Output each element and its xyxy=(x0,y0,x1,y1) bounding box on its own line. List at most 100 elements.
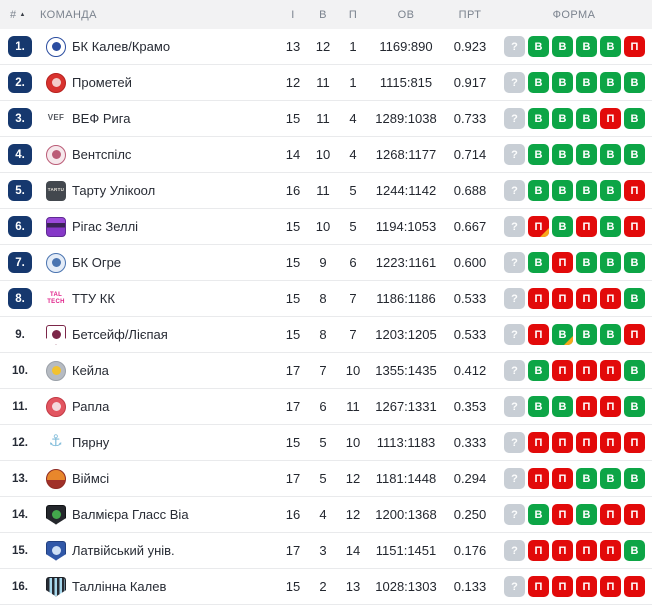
form-win-badge[interactable]: В xyxy=(624,252,645,273)
form-win-badge[interactable]: В xyxy=(576,108,597,129)
table-row[interactable]: 10. Кейла 17 7 10 1355:1435 0.412 ? В П П П В xyxy=(0,353,652,389)
form-win-badge[interactable]: В xyxy=(600,144,621,165)
form-win-badge[interactable]: В xyxy=(528,36,549,57)
team-name[interactable]: БК Калев/Крамо xyxy=(72,39,171,54)
form-upcoming-badge[interactable]: ? xyxy=(504,216,525,237)
table-row[interactable]: 2. Прометей 12 11 1 1115:815 0.917 ? В В В В… xyxy=(0,65,652,101)
form-loss-badge[interactable]: П xyxy=(576,360,597,381)
team-name[interactable]: Валмієра Гласс Віа xyxy=(72,507,189,522)
form-loss-badge[interactable]: П xyxy=(528,216,549,237)
form-win-badge[interactable]: В xyxy=(600,180,621,201)
team-name[interactable]: Пярну xyxy=(72,435,110,450)
form-win-badge[interactable]: В xyxy=(624,288,645,309)
team-name[interactable]: Тарту Улікоол xyxy=(72,183,156,198)
form-loss-badge[interactable]: П xyxy=(528,324,549,345)
table-row[interactable]: 12. ⚓ Пярну 15 5 10 1113:1183 0.333 ? П П П… xyxy=(0,425,652,461)
form-win-badge[interactable]: В xyxy=(624,360,645,381)
team-name[interactable]: Вентспілс xyxy=(72,147,132,162)
table-row[interactable]: 16. Таллінна Калев 15 2 13 1028:1303 0.1… xyxy=(0,569,652,605)
team-name[interactable]: Рапла xyxy=(72,399,110,414)
form-win-badge[interactable]: В xyxy=(528,72,549,93)
team-name[interactable]: Віймсі xyxy=(72,471,110,486)
form-loss-badge[interactable]: П xyxy=(624,216,645,237)
table-row[interactable]: 14. Валмієра Гласс Віа 16 4 12 1200:1368… xyxy=(0,497,652,533)
form-win-badge[interactable]: В xyxy=(552,216,573,237)
form-win-badge[interactable]: В xyxy=(600,324,621,345)
form-loss-badge[interactable]: П xyxy=(624,324,645,345)
form-loss-badge[interactable]: П xyxy=(552,540,573,561)
form-loss-badge[interactable]: П xyxy=(552,468,573,489)
form-win-badge[interactable]: В xyxy=(624,396,645,417)
form-upcoming-badge[interactable]: ? xyxy=(504,504,525,525)
form-win-badge[interactable]: В xyxy=(624,468,645,489)
table-row[interactable]: 13. Віймсі 17 5 12 1181:1448 0.294 ? П П В В… xyxy=(0,461,652,497)
form-loss-badge[interactable]: П xyxy=(552,288,573,309)
form-win-badge[interactable]: В xyxy=(528,108,549,129)
form-loss-badge[interactable]: П xyxy=(576,540,597,561)
table-row[interactable]: 3. VEF ВЕФ Рига 15 11 4 1289:1038 0.733 … xyxy=(0,101,652,137)
team-name[interactable]: Таллінна Калев xyxy=(72,579,167,594)
form-loss-badge[interactable]: П xyxy=(624,432,645,453)
form-win-badge[interactable]: В xyxy=(552,108,573,129)
form-loss-badge[interactable]: П xyxy=(552,504,573,525)
team-name[interactable]: Кейла xyxy=(72,363,109,378)
table-row[interactable]: 8. TAL TECH ТТУ КК 15 8 7 1186:1186 0.53… xyxy=(0,281,652,317)
form-loss-badge[interactable]: П xyxy=(576,288,597,309)
form-upcoming-badge[interactable]: ? xyxy=(504,252,525,273)
form-win-badge[interactable]: В xyxy=(576,468,597,489)
form-upcoming-badge[interactable]: ? xyxy=(504,144,525,165)
team-name[interactable]: Прометей xyxy=(72,75,132,90)
form-win-badge[interactable]: В xyxy=(552,180,573,201)
form-loss-badge[interactable]: П xyxy=(552,252,573,273)
form-loss-badge[interactable]: П xyxy=(552,432,573,453)
form-loss-badge[interactable]: П xyxy=(528,540,549,561)
form-win-badge[interactable]: В xyxy=(528,360,549,381)
form-loss-badge[interactable]: П xyxy=(624,180,645,201)
form-win-badge[interactable]: В xyxy=(528,504,549,525)
form-win-badge[interactable]: В xyxy=(600,252,621,273)
team-name[interactable]: БК Огре xyxy=(72,255,122,270)
form-loss-badge[interactable]: П xyxy=(552,360,573,381)
table-row[interactable]: 4. Вентспілс 14 10 4 1268:1177 0.714 ? В В… xyxy=(0,137,652,173)
form-upcoming-badge[interactable]: ? xyxy=(504,108,525,129)
form-loss-badge[interactable]: П xyxy=(600,432,621,453)
form-upcoming-badge[interactable]: ? xyxy=(504,72,525,93)
column-header-rank[interactable]: # ▲ xyxy=(0,9,40,21)
form-loss-badge[interactable]: П xyxy=(576,576,597,597)
team-name[interactable]: ТТУ КК xyxy=(72,291,115,306)
form-win-badge[interactable]: В xyxy=(552,396,573,417)
form-win-badge[interactable]: В xyxy=(576,36,597,57)
form-win-badge[interactable]: В xyxy=(624,144,645,165)
form-loss-badge[interactable]: П xyxy=(600,360,621,381)
form-win-badge[interactable]: В xyxy=(576,252,597,273)
form-upcoming-badge[interactable]: ? xyxy=(504,36,525,57)
form-win-badge[interactable]: В xyxy=(528,180,549,201)
form-win-badge[interactable]: В xyxy=(624,540,645,561)
table-row[interactable]: 9. Бетсейф/Лієпая 15 8 7 1203:1205 0.533… xyxy=(0,317,652,353)
table-row[interactable]: 1. БК Калев/Крамо 13 12 1 1169:890 0.923… xyxy=(0,29,652,65)
form-loss-badge[interactable]: П xyxy=(576,396,597,417)
form-loss-badge[interactable]: П xyxy=(624,576,645,597)
form-loss-badge[interactable]: П xyxy=(528,432,549,453)
team-name[interactable]: Бетсейф/Лієпая xyxy=(72,327,168,342)
form-upcoming-badge[interactable]: ? xyxy=(504,324,525,345)
form-upcoming-badge[interactable]: ? xyxy=(504,180,525,201)
form-upcoming-badge[interactable]: ? xyxy=(504,576,525,597)
form-win-badge[interactable]: В xyxy=(600,72,621,93)
form-win-badge[interactable]: В xyxy=(552,324,573,345)
form-win-badge[interactable]: В xyxy=(528,144,549,165)
form-win-badge[interactable]: В xyxy=(528,252,549,273)
team-name[interactable]: ВЕФ Рига xyxy=(72,111,131,126)
form-win-badge[interactable]: В xyxy=(552,36,573,57)
form-upcoming-badge[interactable]: ? xyxy=(504,540,525,561)
table-row[interactable]: 5. TARTU Тарту Улікоол 16 11 5 1244:1142… xyxy=(0,173,652,209)
table-row[interactable]: 11. Рапла 17 6 11 1267:1331 0.353 ? В В П П В xyxy=(0,389,652,425)
form-win-badge[interactable]: В xyxy=(552,72,573,93)
form-loss-badge[interactable]: П xyxy=(624,504,645,525)
form-loss-badge[interactable]: П xyxy=(600,108,621,129)
form-win-badge[interactable]: В xyxy=(576,504,597,525)
form-win-badge[interactable]: В xyxy=(576,144,597,165)
table-row[interactable]: 7. БК Огре 15 9 6 1223:1161 0.600 ? В П В В В xyxy=(0,245,652,281)
form-win-badge[interactable]: В xyxy=(600,216,621,237)
form-loss-badge[interactable]: П xyxy=(528,468,549,489)
